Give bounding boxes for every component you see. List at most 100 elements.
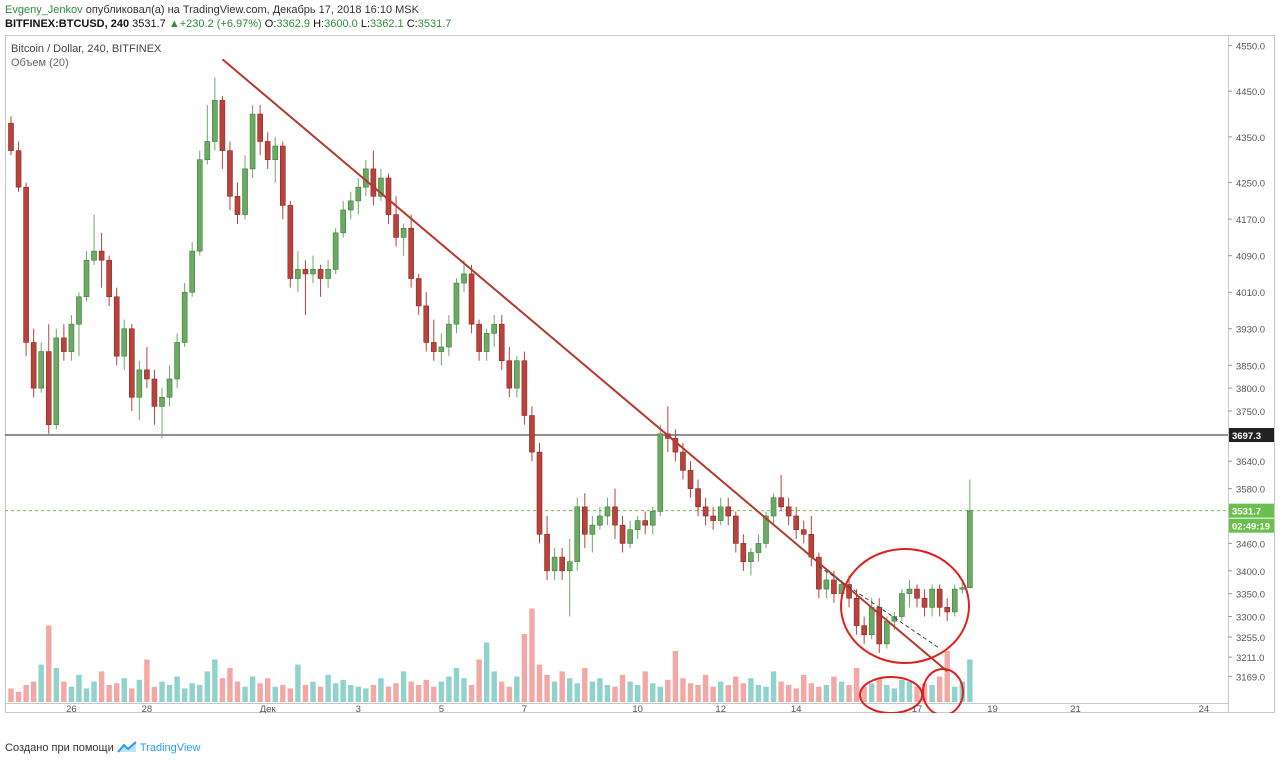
- volume-bar: [687, 683, 694, 702]
- volume-bar: [589, 681, 596, 702]
- candle: [446, 323, 452, 348]
- candle: [687, 470, 694, 489]
- volume-bar: [702, 674, 709, 702]
- volume-bar: [400, 671, 407, 702]
- volume-bar: [718, 681, 724, 702]
- x-tick-label: 12: [715, 704, 726, 713]
- volume-bar: [672, 651, 679, 702]
- volume-bar: [634, 685, 641, 702]
- volume-bar: [785, 685, 792, 702]
- volume-bar: [521, 634, 528, 702]
- y-tick-label: 3350.0: [1236, 590, 1265, 601]
- candle: [15, 150, 22, 188]
- volume-bar: [770, 671, 777, 702]
- published-text: опубликовал(а) на TradingView.com, Декаб…: [85, 4, 419, 16]
- volume-bar: [665, 679, 671, 702]
- volume-bar: [453, 668, 460, 702]
- volume-bar: [740, 683, 747, 702]
- y-tick-label: 4010.0: [1236, 288, 1265, 299]
- volume-bar: [612, 686, 618, 702]
- candle: [680, 451, 686, 471]
- candle: [816, 556, 822, 590]
- volume-bar: [151, 686, 158, 702]
- volume-bar: [265, 678, 271, 702]
- tradingview-link[interactable]: TradingView: [139, 742, 201, 754]
- candle: [302, 269, 309, 275]
- volume-bar: [325, 674, 331, 702]
- volume-bar: [370, 685, 377, 702]
- volume-bar: [166, 685, 173, 702]
- candle: [514, 360, 520, 389]
- downtrend-line[interactable]: [221, 58, 948, 673]
- candle: [672, 438, 679, 453]
- volume-bar: [159, 681, 165, 702]
- volume-bar: [310, 681, 316, 702]
- volume-bar: [808, 683, 814, 702]
- candle: [506, 360, 513, 389]
- volume-bar: [506, 686, 512, 702]
- volume-bar: [8, 688, 14, 702]
- volume-bar: [733, 676, 739, 702]
- y-tick-label: 3930.0: [1236, 325, 1265, 336]
- candle: [23, 186, 29, 343]
- open-value: 3362.9: [276, 18, 311, 30]
- volume-circle-2[interactable]: [922, 668, 964, 713]
- candle: [883, 620, 890, 645]
- candle: [793, 515, 800, 531]
- candle: [325, 269, 331, 279]
- y-tick-label: 4350.0: [1236, 133, 1265, 144]
- candle: [861, 625, 867, 636]
- volume-circle-1[interactable]: [859, 676, 923, 713]
- volume-bar: [106, 685, 112, 702]
- volume-bar: [914, 686, 920, 702]
- volume-bar: [38, 664, 44, 702]
- x-tick-label: 10: [632, 704, 643, 713]
- candle: [121, 328, 128, 357]
- volume-bar: [476, 659, 482, 702]
- volume-bar: [15, 691, 22, 702]
- dashed-trend-line[interactable]: [818, 565, 940, 649]
- volume-bar: [280, 685, 286, 702]
- candle: [393, 214, 399, 238]
- candle: [770, 497, 777, 517]
- candle: [129, 328, 135, 398]
- candle: [710, 515, 716, 521]
- candle: [151, 378, 158, 407]
- volume-bar: [725, 685, 731, 702]
- footer: Создано при помощи TradingView: [5, 741, 200, 754]
- volume-bar: [823, 685, 830, 702]
- volume-bar: [619, 674, 626, 702]
- candle: [340, 209, 347, 234]
- candle: [823, 579, 830, 590]
- candle: [378, 177, 384, 197]
- volume-bar: [551, 681, 558, 702]
- chart-header: Evgeny_Jenkov опубликовал(а) на TradingV…: [0, 0, 1280, 34]
- candle: [544, 533, 550, 572]
- volume-bar: [197, 685, 203, 702]
- volume-bar: [597, 678, 603, 702]
- candle: [899, 593, 905, 617]
- y-tick-label: 4450.0: [1236, 87, 1265, 98]
- candle: [951, 588, 958, 613]
- volume-bar: [431, 686, 437, 702]
- volume-bar: [219, 678, 226, 702]
- volume-bar: [838, 681, 845, 702]
- candle: [483, 333, 490, 352]
- volume-bar: [861, 686, 867, 702]
- candle: [113, 296, 120, 357]
- candle: [438, 346, 445, 352]
- volume-bar: [869, 683, 875, 702]
- breakout-circle[interactable]: [840, 548, 970, 664]
- volume-bar: [438, 681, 445, 702]
- candle: [551, 556, 558, 572]
- volume-bar: [680, 678, 686, 702]
- candle: [914, 588, 920, 599]
- candle: [785, 506, 792, 517]
- candle: [38, 351, 45, 389]
- y-tick-label: 3169.0: [1236, 672, 1265, 683]
- x-tick-label: 17: [912, 704, 923, 713]
- candlestick-chart[interactable]: 4550.0 4450.0 4350.0 4250.0 4170.0 4090.0 4010…: [5, 35, 1275, 713]
- y-tick-label: 3460.0: [1236, 539, 1265, 550]
- author-link[interactable]: Evgeny_Jenkov: [5, 4, 83, 16]
- volume-bar: [899, 679, 905, 702]
